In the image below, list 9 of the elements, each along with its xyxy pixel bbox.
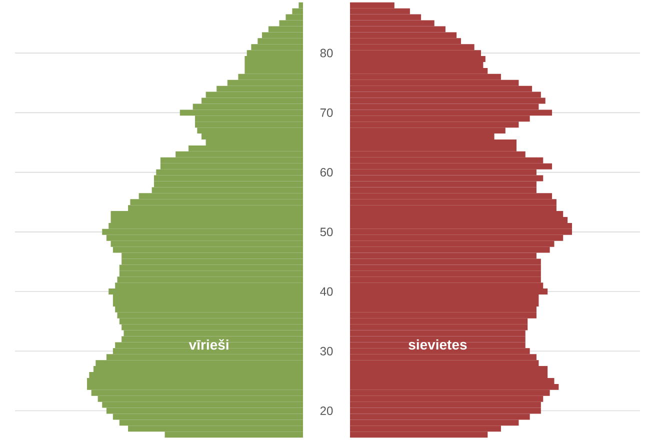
y-tick-label: 60 — [320, 168, 333, 177]
y-tick-label: 40 — [320, 287, 333, 296]
y-tick-label: 70 — [320, 108, 333, 117]
y-tick-label: 30 — [320, 346, 333, 356]
series-label: sievietes — [408, 339, 467, 350]
y-tick-label: 80 — [320, 48, 333, 58]
y-tick-label: 50 — [320, 228, 333, 236]
y-tick-label: 20 — [320, 406, 333, 416]
series-label: vīrieši — [188, 339, 228, 350]
